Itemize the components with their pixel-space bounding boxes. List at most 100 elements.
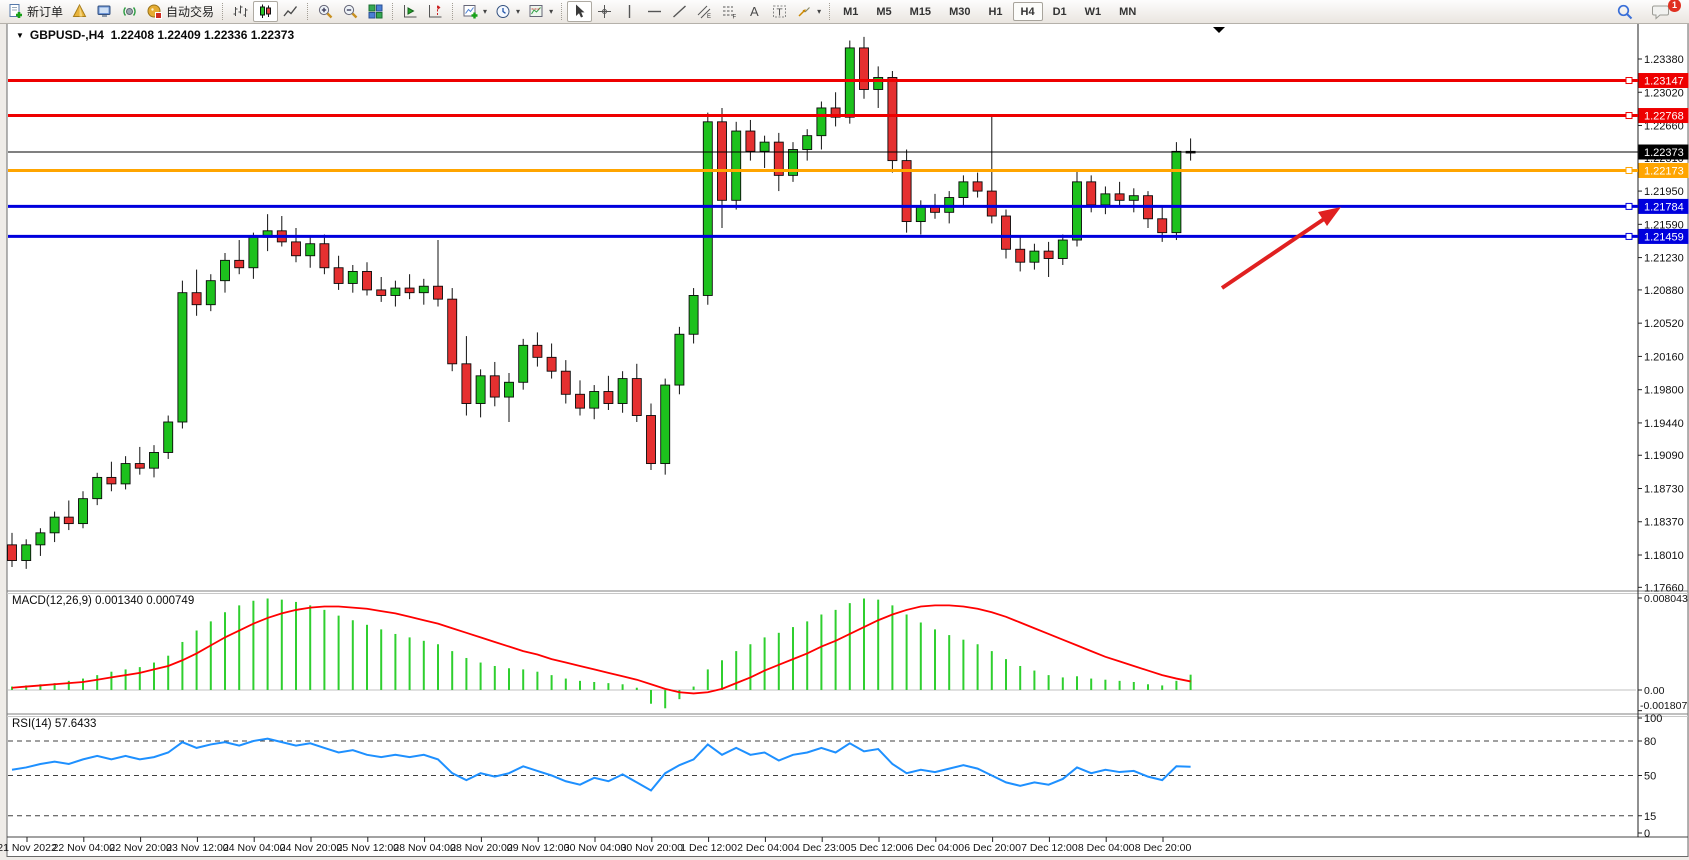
timeframe-button-h1[interactable]: H1	[980, 2, 1010, 21]
candle-down	[1157, 218, 1168, 234]
price-line-labels: 1.23147 1.22768 1.22173 1.21784 1.21459 1.223…	[1638, 73, 1689, 244]
toolbar-separator	[561, 3, 563, 20]
time-axis-label: 5 Dec 12:00	[851, 842, 908, 854]
price-tick-label: 1.21230	[1644, 253, 1684, 265]
signals-button[interactable]	[117, 1, 142, 22]
auto-scroll-button[interactable]	[398, 1, 423, 22]
candle-up	[589, 391, 600, 409]
time-axis-label: 24 Nov 04:00	[223, 842, 286, 854]
trendline-button[interactable]	[667, 1, 692, 22]
templates-button[interactable]: ▾	[524, 1, 557, 22]
time-axis-label: 24 Nov 20:00	[280, 842, 343, 854]
time-axis-label: 6 Dec 04:00	[907, 842, 964, 854]
time-axis-label: 30 Nov 20:00	[621, 842, 684, 854]
line-chart-icon	[283, 6, 298, 17]
auto-trading-button[interactable]: 自动交易	[142, 1, 218, 22]
time-axis-label: 25 Nov 12:00	[337, 842, 400, 854]
candle-up	[915, 206, 926, 223]
candle-up	[617, 378, 628, 404]
timeframe-button-m15[interactable]: M15	[902, 2, 939, 21]
horizontal-lines-layer[interactable]	[8, 77, 1638, 240]
timeframe-button-h4[interactable]: H4	[1012, 2, 1043, 21]
candle-up	[177, 292, 188, 423]
fibonacci-button[interactable]: F	[717, 1, 742, 22]
market-watch-button[interactable]	[67, 1, 92, 22]
timeframe-button-m1[interactable]: M1	[835, 2, 866, 21]
equidistant-channel-icon: E	[697, 5, 711, 20]
candle-up	[1029, 250, 1040, 263]
candle-up	[759, 141, 770, 152]
price-tick-label: 1.23380	[1644, 54, 1684, 66]
indicators-button[interactable]: ▾	[458, 1, 491, 22]
macd-indicator-label: MACD(12,26,9) 0.001340 0.000749	[12, 595, 195, 607]
toolbar: 新订单 自动交易	[0, 0, 1689, 24]
zoom-out-button[interactable]	[338, 1, 363, 22]
candle-down	[433, 285, 443, 300]
chart-window-frame	[6, 23, 1689, 857]
arrow-annotation[interactable]	[1220, 207, 1341, 290]
candlestick-chart-button[interactable]	[253, 1, 279, 22]
timeframe-button-m30[interactable]: M30	[941, 2, 978, 21]
candle-down	[106, 476, 117, 485]
candle-down	[717, 121, 727, 201]
timeframe-button-mn[interactable]: MN	[1111, 2, 1144, 21]
candle-down	[362, 270, 372, 291]
vertical-line-button[interactable]	[617, 1, 642, 22]
channel-button[interactable]: E	[692, 1, 717, 22]
search-button[interactable]	[1612, 1, 1638, 22]
timeframe-button-w1[interactable]: W1	[1077, 2, 1110, 21]
broadcast-icon	[123, 7, 136, 16]
price-tick-label: 1.19440	[1644, 418, 1684, 430]
notifications-button[interactable]: 1	[1648, 0, 1681, 22]
vertical-line-icon	[628, 5, 631, 18]
candle-down	[575, 393, 585, 409]
candle-down	[830, 107, 841, 118]
auto-trading-label: 自动交易	[166, 5, 215, 19]
price-tick-label: 1.18730	[1644, 483, 1684, 495]
line-chart-button[interactable]	[278, 1, 303, 22]
text-label-icon: T	[773, 5, 787, 19]
candle-up	[688, 295, 699, 335]
terminal-button[interactable]	[92, 1, 117, 22]
toolbar-right-group: 1	[1612, 0, 1681, 22]
time-axis-label: 7 Dec 12:00	[1021, 842, 1078, 854]
candle-down	[404, 287, 415, 294]
candle-down	[631, 378, 642, 416]
bar-chart-button[interactable]	[228, 1, 253, 22]
tile-windows-button[interactable]	[363, 1, 388, 22]
candle-up	[418, 285, 429, 294]
price-tick-label: 1.18370	[1644, 517, 1684, 529]
dropdown-arrow-icon: ▾	[817, 7, 822, 16]
zoom-in-button[interactable]	[313, 1, 338, 22]
fibonacci-icon: F	[723, 6, 737, 20]
text-button[interactable]: A	[742, 1, 767, 22]
time-axis-label: 23 Nov 12:00	[166, 842, 229, 854]
candle-down	[859, 47, 869, 90]
chart-symbol: GBPUSD-,H4	[29, 28, 104, 42]
chart-shift-button[interactable]	[423, 1, 448, 22]
periods-button[interactable]: ▾	[491, 1, 524, 22]
cursor-button[interactable]	[567, 1, 593, 22]
horizontal-line-button[interactable]	[642, 1, 667, 22]
macd-signal-line	[11, 604, 1191, 695]
price-line-label: 1.21459	[1644, 231, 1684, 243]
candle-down	[532, 344, 543, 358]
candle-down	[603, 391, 614, 404]
crosshair-button[interactable]	[592, 1, 617, 22]
text-label-button[interactable]: T	[767, 1, 792, 22]
rsi-tick-label: 100	[1644, 713, 1662, 725]
new-order-button[interactable]: 新订单	[3, 1, 67, 22]
rsi-line	[11, 737, 1191, 792]
rsi-indicator-label: RSI(14) 57.6433	[12, 718, 97, 730]
candle-up	[248, 236, 259, 269]
chart-shift-icon	[429, 5, 442, 18]
candle-up	[844, 47, 855, 118]
price-line-label: 1.22173	[1644, 165, 1684, 177]
timeframe-button-m5[interactable]: M5	[868, 2, 899, 21]
dropdown-arrow-icon: ▾	[516, 7, 521, 16]
arrows-button[interactable]: ▾	[792, 1, 825, 22]
timeframe-button-d1[interactable]: D1	[1045, 2, 1075, 21]
candle-down	[887, 77, 898, 162]
zoom-in-icon	[318, 4, 333, 19]
